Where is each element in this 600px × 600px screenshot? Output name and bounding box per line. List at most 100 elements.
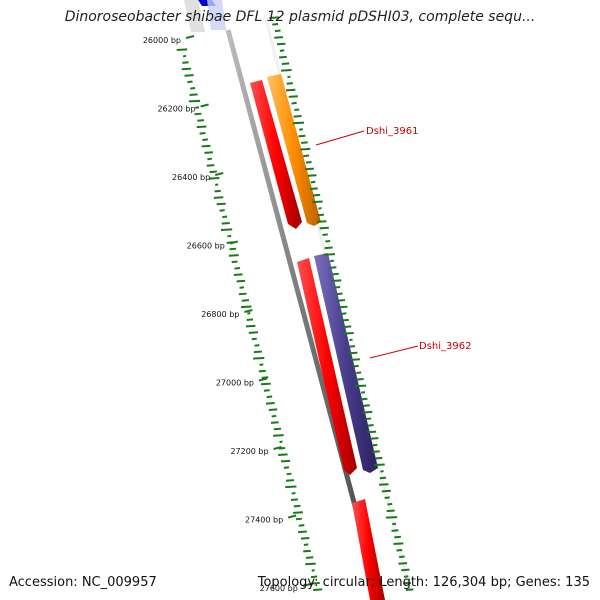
gc-dash	[295, 517, 302, 521]
gc-dash	[291, 491, 296, 495]
gc-dash	[343, 331, 354, 335]
cds-feature-red-3	[352, 499, 385, 600]
gc-dash	[350, 358, 360, 361]
gc-dash	[280, 459, 291, 463]
gc-dash	[231, 260, 238, 264]
gc-dash	[332, 272, 339, 276]
ruler: 26000 bp 26200 bp 26400 bp 26600 bp 26800 bp…	[143, 35, 312, 593]
gc-dash	[307, 174, 317, 177]
gc-dash	[283, 466, 290, 469]
gc-dash	[209, 170, 217, 174]
ruler-tick	[273, 446, 282, 450]
gc-dash	[298, 134, 306, 138]
gc-dash	[291, 101, 297, 105]
gc-dash	[273, 434, 284, 437]
ruler-tick	[229, 240, 239, 245]
gc-dash	[269, 16, 280, 19]
gc-dash	[220, 228, 233, 231]
ruler-tick	[244, 309, 253, 313]
gc-dash	[285, 485, 297, 489]
gc-dash	[317, 213, 325, 217]
gc-dash	[374, 463, 385, 467]
gc-dash	[361, 391, 366, 394]
gc-dash	[293, 115, 302, 118]
gc-dash	[311, 569, 315, 572]
gc-dash	[236, 279, 246, 283]
gc-dash	[253, 356, 265, 360]
ruler-tick	[200, 103, 209, 108]
gc-dash	[303, 154, 310, 158]
gc-dash	[195, 106, 200, 109]
gc-dash	[278, 446, 286, 450]
ruler-tick-label: 26800 bp	[201, 310, 239, 319]
gc-dash	[274, 29, 281, 33]
gc-dash	[292, 121, 305, 125]
gene-dshi-3962-arrow	[314, 253, 378, 473]
gc-dash	[233, 273, 243, 276]
gene-dshi-3961-label[interactable]: Dshi_3961	[366, 126, 418, 137]
gc-dash	[318, 207, 322, 210]
gc-dash	[367, 430, 377, 434]
gc-dash	[379, 476, 387, 480]
accession-text: Accession: NC_009957	[9, 575, 157, 590]
gc-dash	[240, 305, 252, 309]
gc-dash	[301, 141, 308, 144]
gc-dash	[270, 421, 279, 424]
gc-dash	[263, 389, 270, 392]
gc-dash	[355, 378, 364, 381]
gc-dash	[319, 226, 329, 230]
gc-dash	[274, 36, 284, 39]
ruler-tick-label: 26600 bp	[187, 242, 225, 251]
gc-dash	[405, 588, 414, 591]
gc-dash	[204, 151, 213, 154]
gc-dash	[268, 408, 278, 411]
gc-dash	[300, 147, 311, 151]
gc-dash	[228, 254, 239, 257]
gc-dash	[238, 292, 247, 296]
gc-dash	[381, 489, 391, 493]
gc-dash	[323, 253, 336, 256]
gc-dash	[285, 88, 296, 92]
gc-dash	[298, 530, 307, 534]
gc-dash	[281, 68, 292, 72]
gc-dash	[303, 549, 311, 553]
gc-dash	[241, 299, 250, 302]
gc-dash	[286, 82, 294, 85]
gc-dash	[347, 351, 358, 355]
gc-dash	[293, 504, 301, 508]
gc-dash	[343, 325, 352, 329]
gc-dash	[285, 479, 295, 482]
gc-dash	[329, 266, 337, 269]
gc-dash	[394, 535, 401, 539]
gc-dash	[399, 555, 405, 559]
cds-feature-red-1	[250, 80, 302, 229]
gc-dash	[286, 472, 292, 476]
gc-dash	[194, 112, 202, 116]
gc-dash	[279, 440, 283, 444]
ruler-tick	[185, 35, 195, 39]
gc-dash	[363, 404, 370, 407]
gc-dash	[181, 67, 192, 71]
gc-dash	[279, 55, 287, 59]
gc-dash	[294, 108, 300, 112]
gc-dash	[370, 437, 379, 440]
gc-dash	[234, 266, 241, 270]
gc-dash	[229, 247, 237, 251]
gc-dash	[331, 279, 342, 282]
gc-dash	[403, 581, 411, 585]
gc-dash	[312, 193, 321, 197]
gc-dash	[189, 93, 198, 96]
gc-dash	[305, 161, 312, 164]
gc-dash	[219, 209, 225, 212]
gc-dash	[336, 292, 343, 296]
gc-dash	[324, 246, 333, 250]
gc-dash	[393, 542, 404, 545]
gc-dash	[259, 363, 264, 366]
gc-dash	[387, 502, 393, 506]
gc-dash	[303, 543, 309, 546]
gc-dash	[348, 345, 356, 348]
gc-dash	[184, 74, 194, 77]
gc-dash	[197, 119, 205, 122]
gene-dshi-3962-label[interactable]: Dshi_3962	[419, 341, 471, 352]
gc-dash	[202, 138, 209, 141]
